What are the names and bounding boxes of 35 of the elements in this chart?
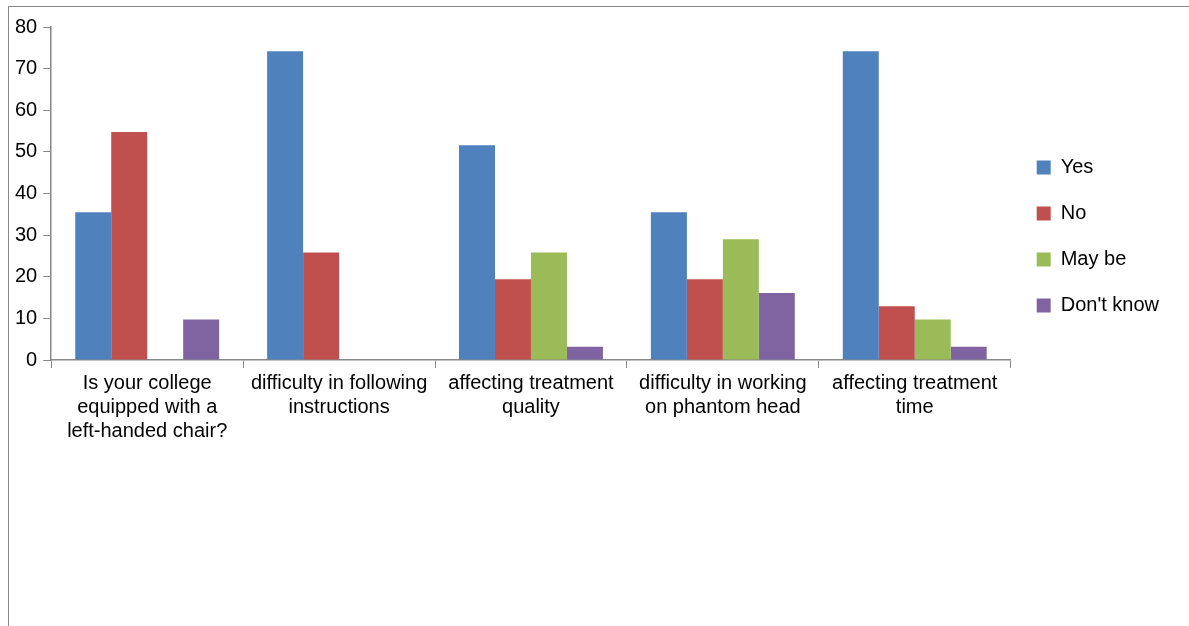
bar — [494, 279, 531, 360]
bar — [686, 279, 723, 360]
x-tick-label: difficulty in following instructions — [250, 370, 428, 417]
y-tick-label: 30 — [15, 222, 38, 245]
bar — [267, 51, 304, 360]
bar — [758, 292, 795, 360]
bar — [950, 346, 987, 360]
x-tick-label: affecting treatment quality — [448, 370, 615, 417]
bar — [650, 212, 687, 360]
legend-label: May be — [1060, 247, 1127, 270]
y-tick-label: 0 — [26, 347, 38, 370]
legend-label: Yes — [1060, 155, 1094, 178]
bar — [111, 131, 148, 360]
x-tick-label: affecting treatment time — [832, 370, 998, 417]
bar — [842, 51, 879, 360]
bar — [878, 306, 915, 360]
bar — [459, 145, 495, 360]
y-tick-label: 70 — [15, 56, 38, 79]
bar — [183, 319, 220, 360]
x-tick-label: difficulty in working on phantom head — [639, 370, 807, 417]
bar — [303, 252, 340, 360]
bar — [75, 212, 112, 360]
bar — [914, 319, 951, 360]
y-tick-label: 10 — [15, 305, 38, 328]
y-tick-label: 80 — [15, 14, 38, 37]
y-tick-label: 40 — [15, 181, 38, 204]
x-tick-label: Is your college equipped with a left-handed chair? — [67, 370, 228, 441]
y-tick-label: 20 — [15, 264, 38, 287]
y-tick-label: 50 — [15, 139, 38, 162]
legend-label: No — [1060, 201, 1087, 224]
bar — [566, 346, 603, 360]
bar — [722, 239, 759, 360]
legend-label: Don't know — [1060, 293, 1160, 316]
y-tick-label: 60 — [15, 97, 38, 120]
bar — [530, 252, 567, 360]
